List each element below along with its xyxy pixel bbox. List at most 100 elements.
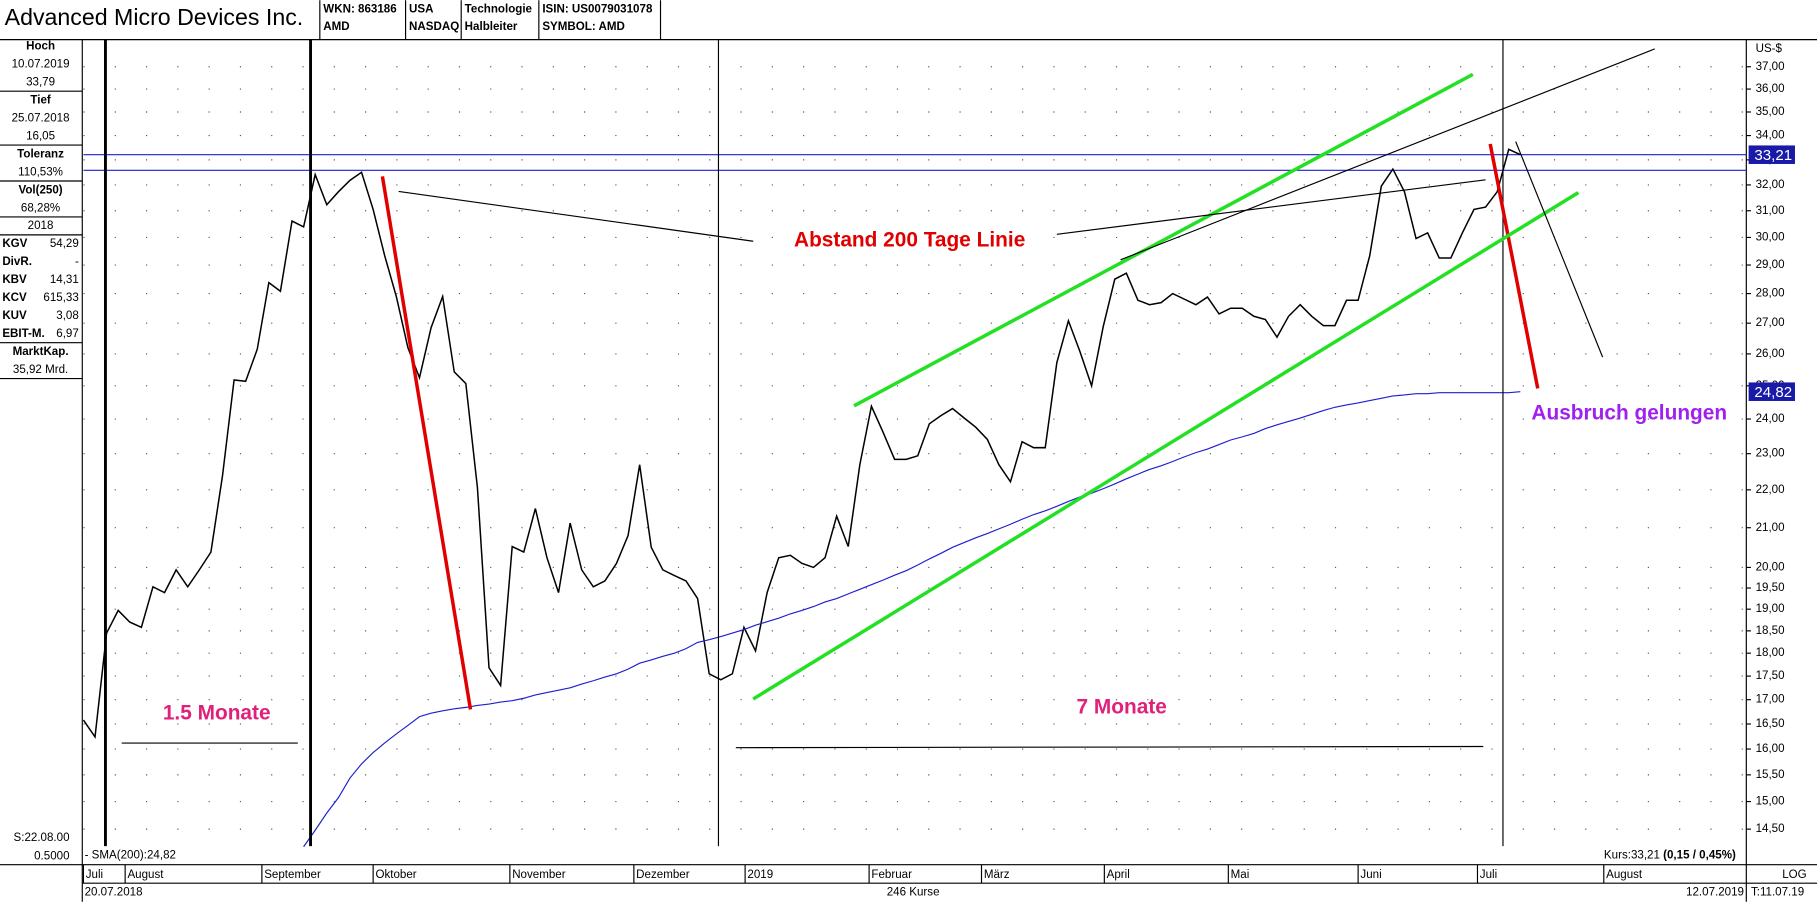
header-field: ISIN: US0079031078: [542, 4, 653, 16]
info-label: EBIT-M.: [2, 328, 44, 340]
y-tick-label: 28,00: [1756, 288, 1785, 300]
header-field: SYMBOL: AMD: [542, 21, 625, 33]
x-tick-label: März: [984, 869, 1010, 881]
x-tick-label: Februar: [871, 869, 912, 881]
header-field: WKN: 863186: [323, 4, 397, 16]
annotation: 7 Monate: [1077, 696, 1167, 719]
value-label-box: [1748, 145, 1795, 164]
trend-line: [1056, 179, 1486, 235]
start-date: 20.07.2018: [85, 887, 143, 899]
info-value: 6,97: [56, 328, 79, 340]
info-text: Toleranz: [17, 148, 64, 160]
end-date: 12.07.2019: [1686, 887, 1744, 899]
scale-label: LOG: [1782, 869, 1806, 881]
x-tick-label: Juni: [1360, 869, 1381, 881]
count: 246 Kurse: [887, 887, 940, 899]
time: T:11.07.19: [1751, 887, 1804, 899]
plot-area: Abstand 200 Tage Linie 1.5 Monate 7 Monate…: [82, 66, 1747, 848]
channel-line: [853, 72, 1474, 408]
info-label: KGV: [2, 238, 27, 250]
y-tick-label: 34,00: [1756, 130, 1785, 142]
y-tick-label: 22,00: [1756, 484, 1785, 496]
info-label: DivR.: [2, 256, 32, 268]
trend-line: [380, 176, 473, 710]
header: Advanced Micro Devices Inc. WKN: 863186 …: [5, 0, 662, 40]
y-tick-label: 30,00: [1756, 232, 1785, 244]
annotation: Abstand 200 Tage Linie: [794, 229, 1025, 252]
x-tick-label: Oktober: [375, 869, 416, 881]
y-tick-label: 20,00: [1756, 561, 1785, 573]
info-value: 615,33: [43, 292, 78, 304]
y-tick-label: 14,50: [1756, 823, 1785, 835]
y-unit: US-$: [1756, 43, 1783, 55]
y-tick-label: 16,00: [1756, 743, 1785, 755]
trend-line: [398, 190, 754, 242]
drawings: [104, 39, 1655, 847]
info-text: 2018: [28, 220, 54, 232]
trend-line: [1120, 48, 1655, 261]
y-tick-label: 36,00: [1756, 83, 1785, 95]
y-tick-label: 18,50: [1756, 625, 1785, 637]
header-title: Advanced Micro Devices Inc.: [5, 4, 304, 30]
trend-line: [1515, 141, 1604, 358]
info-text: 110,53%: [18, 166, 63, 178]
value-label: 33,21: [1754, 147, 1792, 164]
value-label: 24,82: [1754, 384, 1792, 401]
y-tick-label: 37,00: [1756, 61, 1785, 73]
y-tick-label: 27,00: [1756, 317, 1785, 329]
series-line: [82, 148, 1521, 740]
info-text: 10.07.2019: [12, 59, 70, 71]
y-tick-label: 19,50: [1756, 582, 1785, 594]
y-tick-label: 19,00: [1756, 603, 1785, 615]
y-tick-label: 24,00: [1756, 413, 1785, 425]
y-tick-label: 35,00: [1756, 106, 1785, 118]
y-tick-label: 31,00: [1756, 205, 1785, 217]
header-field: NASDAQ: [409, 21, 459, 33]
info-text: Tief: [30, 95, 51, 107]
info-text: Vol(250): [18, 184, 62, 196]
info-value: 14,31: [50, 274, 79, 286]
y-tick-label: 29,00: [1756, 259, 1785, 271]
legend-entry: - SMA(200):24,82: [85, 849, 176, 861]
x-tick-label: August: [1606, 869, 1643, 881]
info-text: 16,05: [26, 130, 55, 142]
y-tick-label: 15,50: [1756, 769, 1785, 781]
x-tick-label: Juli: [1480, 869, 1497, 881]
x-tick-label: August: [127, 869, 164, 881]
series-line: [303, 391, 1521, 848]
span-line: [735, 745, 1484, 749]
channel-line: [752, 191, 1580, 701]
x-tick-label: 2019: [747, 869, 773, 881]
y-tick-label: 23,00: [1756, 448, 1785, 460]
header-field: Technologie: [465, 4, 533, 16]
y-tick-label: 26,00: [1756, 348, 1785, 360]
annotation: Ausbruch gelungen: [1531, 401, 1727, 424]
x-tick-label: Dezember: [636, 869, 690, 881]
info-label: KBV: [2, 274, 27, 286]
header-field: Halbleiter: [465, 21, 518, 33]
header-field: AMD: [323, 21, 349, 33]
value-label-box: [1748, 382, 1795, 401]
info-text: 35,92 Mrd.: [13, 364, 68, 376]
x-tick-label: September: [264, 869, 321, 881]
info-value: 3,08: [56, 310, 79, 322]
y-tick-label: 32,00: [1756, 179, 1785, 191]
kurs-change: (0,15 / 0,45%): [1663, 849, 1736, 861]
info-footer: S:22.08.00: [14, 832, 70, 844]
info-label: KCV: [2, 292, 27, 304]
kurs: Kurs:33,21 (0,15 / 0,45%): [1604, 849, 1736, 861]
x-tick-label: Juli: [86, 869, 103, 881]
info-label: KUV: [2, 310, 27, 322]
info-text: MarktKap.: [13, 346, 69, 358]
y-tick-label: 18,00: [1756, 647, 1785, 659]
info-text: 68,28%: [21, 202, 60, 214]
header-field: USA: [409, 4, 434, 16]
y-tick-label: 17,50: [1756, 670, 1785, 682]
annotation: 1.5 Monate: [163, 702, 271, 725]
info-value: 54,29: [50, 238, 79, 250]
x-tick-label: November: [512, 869, 566, 881]
kurs-value: Kurs:33,21: [1604, 849, 1663, 861]
